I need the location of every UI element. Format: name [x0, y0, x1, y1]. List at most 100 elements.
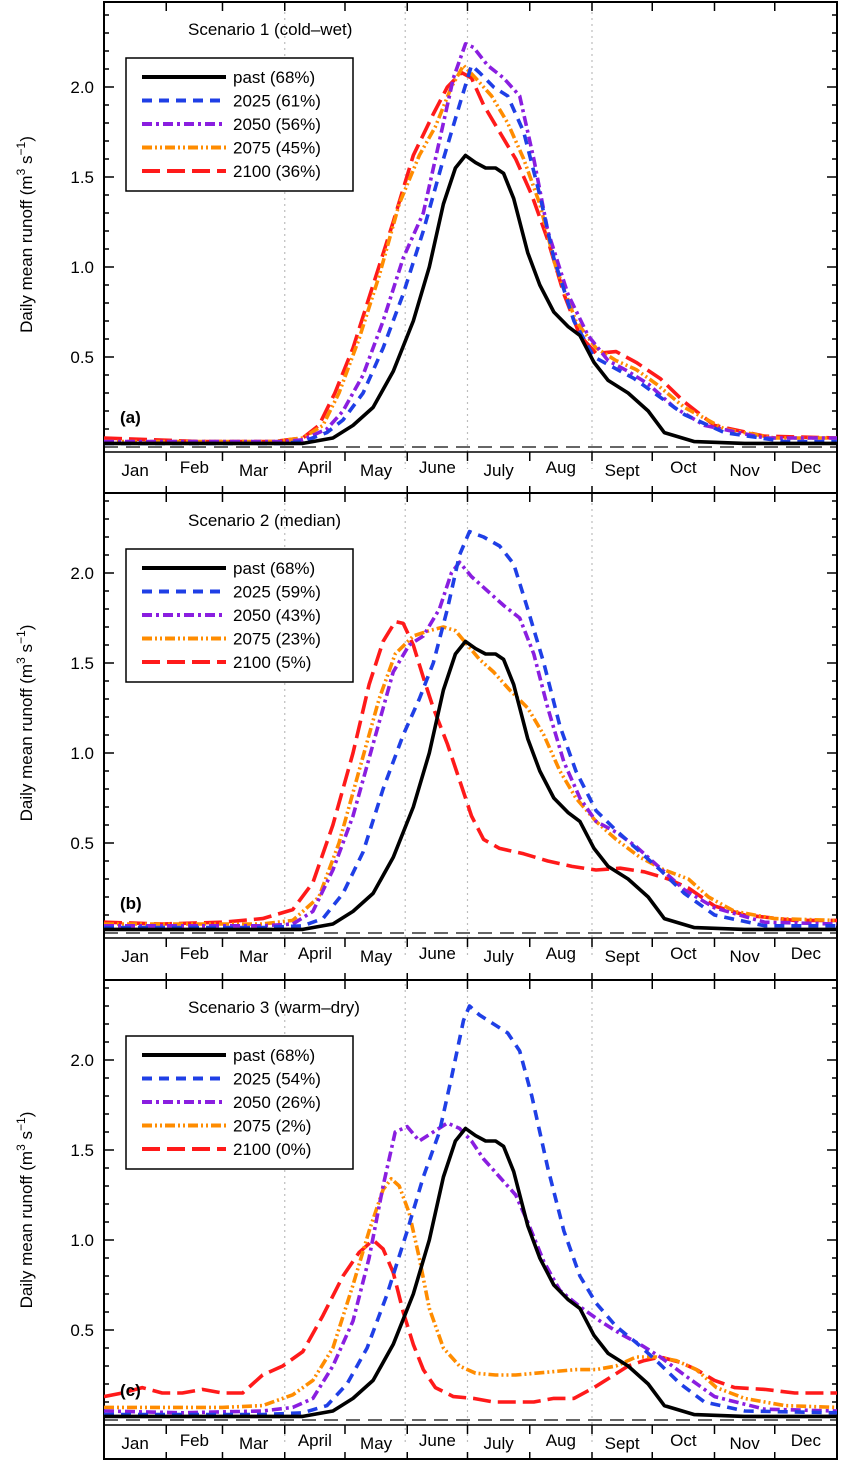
x-tick-label: Feb: [180, 944, 209, 963]
x-tick-label: Feb: [180, 458, 209, 477]
chart-panel-3: 0.5 1.0 1.5 2.0 Jan Feb Mar April May June July Aug…: [14, 979, 838, 1460]
x-tick-label: Aug: [546, 944, 576, 963]
series-line-2100: [104, 619, 837, 926]
series-line-2025: [104, 1004, 837, 1417]
series-line-2075: [104, 63, 837, 444]
x-tick-label: Aug: [546, 1431, 576, 1450]
legend-label: 2050 (43%): [233, 606, 321, 625]
x-tick-label: Jan: [121, 1434, 148, 1453]
y-axis-label-part: Daily mean runoff (m: [17, 175, 36, 332]
series-line-2075: [104, 1177, 837, 1410]
x-tick-label: Mar: [239, 1434, 269, 1453]
legend-label: 2075 (23%): [233, 630, 321, 649]
legend-label: 2025 (61%): [233, 92, 321, 111]
series-line-2025: [104, 529, 837, 930]
legend-label: past (68%): [233, 68, 315, 87]
chart-panel-2: 0.5 1.0 1.5 2.0 Jan Feb Mar April May June July Aug…: [14, 492, 838, 981]
x-tick-label: Oct: [670, 1431, 697, 1450]
x-tick-label: Sept: [605, 1434, 640, 1453]
x-tick-label: April: [298, 1431, 332, 1450]
y-axis-label-part: ): [17, 1112, 36, 1118]
y-tick-label: 0.5: [70, 1321, 94, 1340]
y-tick-label: 2.0: [70, 1051, 94, 1070]
y-axis-label-sup: 3: [14, 657, 28, 664]
legend-label: 2075 (45%): [233, 139, 321, 158]
chart-panel-1: 0.5 1.0 1.5 2.0 Jan Feb Mar April May June July Aug…: [14, 1, 838, 494]
series-line-2025: [104, 63, 837, 446]
legend-label: 2100 (36%): [233, 162, 321, 181]
y-tick-label: 1.5: [70, 654, 94, 673]
y-axis-label-sup: −1: [14, 1117, 28, 1131]
y-axis-label-part: Daily mean runoff (m: [17, 1151, 36, 1308]
x-tick-label: Oct: [670, 944, 697, 963]
y-tick-label: 0.5: [70, 348, 94, 367]
x-tick-label: Jan: [121, 947, 148, 966]
legend-label: 2100 (5%): [233, 653, 311, 672]
legend-label: 2025 (59%): [233, 583, 321, 602]
x-tick-label: July: [483, 461, 514, 480]
y-tick-label: 1.5: [70, 1141, 94, 1160]
x-tick-label: Mar: [239, 461, 269, 480]
y-axis-label-sup: −1: [14, 630, 28, 644]
legend-label: 2050 (26%): [233, 1093, 321, 1112]
panel-label: (c): [120, 1381, 141, 1400]
y-axis-label-sup: −1: [14, 141, 28, 155]
series-lines: [104, 42, 837, 446]
y-axis-label-part: s: [17, 155, 36, 168]
x-tick-label: June: [419, 944, 456, 963]
x-tick-label: Dec: [791, 944, 822, 963]
x-tick-label: June: [419, 458, 456, 477]
y-tick-label: 1.0: [70, 258, 94, 277]
x-tick-label: July: [483, 947, 514, 966]
y-tick-label: 1.0: [70, 744, 94, 763]
panel-label: (b): [120, 894, 142, 913]
series-line-past: [104, 639, 837, 932]
legend-label: 2100 (0%): [233, 1140, 311, 1159]
series-line-2075: [104, 625, 837, 926]
y-axis-label-part: s: [17, 644, 36, 657]
x-tick-label: July: [483, 1434, 514, 1453]
x-tick-label: April: [298, 944, 332, 963]
y-axis-label-part: ): [17, 625, 36, 631]
plot-frame: [103, 979, 838, 1460]
y-axis-label-part: Daily mean runoff (m: [17, 664, 36, 821]
y-tick-label: 2.0: [70, 78, 94, 97]
y-tick-label: 1.0: [70, 1231, 94, 1250]
x-tick-label: Sept: [605, 947, 640, 966]
x-tick-label: Oct: [670, 458, 697, 477]
x-tick-label: May: [360, 947, 393, 966]
y-axis-label-part: s: [17, 1131, 36, 1144]
y-axis-label: Daily mean runoff (m3 s−1): [14, 1112, 36, 1309]
panel-title: Scenario 2 (median): [188, 511, 341, 530]
y-axis-label-sup: 3: [14, 168, 28, 175]
legend-label: 2075 (2%): [233, 1117, 311, 1136]
y-tick-label: 0.5: [70, 834, 94, 853]
y-axis-label: Daily mean runoff (m3 s−1): [14, 136, 36, 333]
x-tick-label: Jan: [121, 461, 148, 480]
panel-title: Scenario 3 (warm–dry): [188, 998, 360, 1017]
x-tick-label: Nov: [730, 461, 761, 480]
series-line-past: [104, 153, 837, 446]
panel-label: (a): [120, 408, 141, 427]
series-lines: [104, 529, 837, 932]
x-tick-label: Nov: [730, 1434, 761, 1453]
y-axis-label: Daily mean runoff (m3 s−1): [14, 625, 36, 822]
y-axis-label-sup: 3: [14, 1144, 28, 1151]
x-tick-label: Nov: [730, 947, 761, 966]
x-tick-label: Aug: [546, 458, 576, 477]
x-tick-label: May: [360, 1434, 393, 1453]
x-tick-label: Mar: [239, 947, 269, 966]
series-line-2050: [104, 1121, 837, 1415]
x-tick-label: April: [298, 458, 332, 477]
legend-label: past (68%): [233, 559, 315, 578]
series-line-past: [104, 1126, 837, 1419]
y-tick-label: 2.0: [70, 564, 94, 583]
y-tick-label: 1.5: [70, 168, 94, 187]
series-line-2100: [104, 1238, 837, 1404]
x-tick-label: Dec: [791, 1431, 822, 1450]
series-lines: [104, 1004, 837, 1419]
legend-label: 2025 (54%): [233, 1070, 321, 1089]
legend-label: 2050 (56%): [233, 115, 321, 134]
x-tick-label: Dec: [791, 458, 822, 477]
